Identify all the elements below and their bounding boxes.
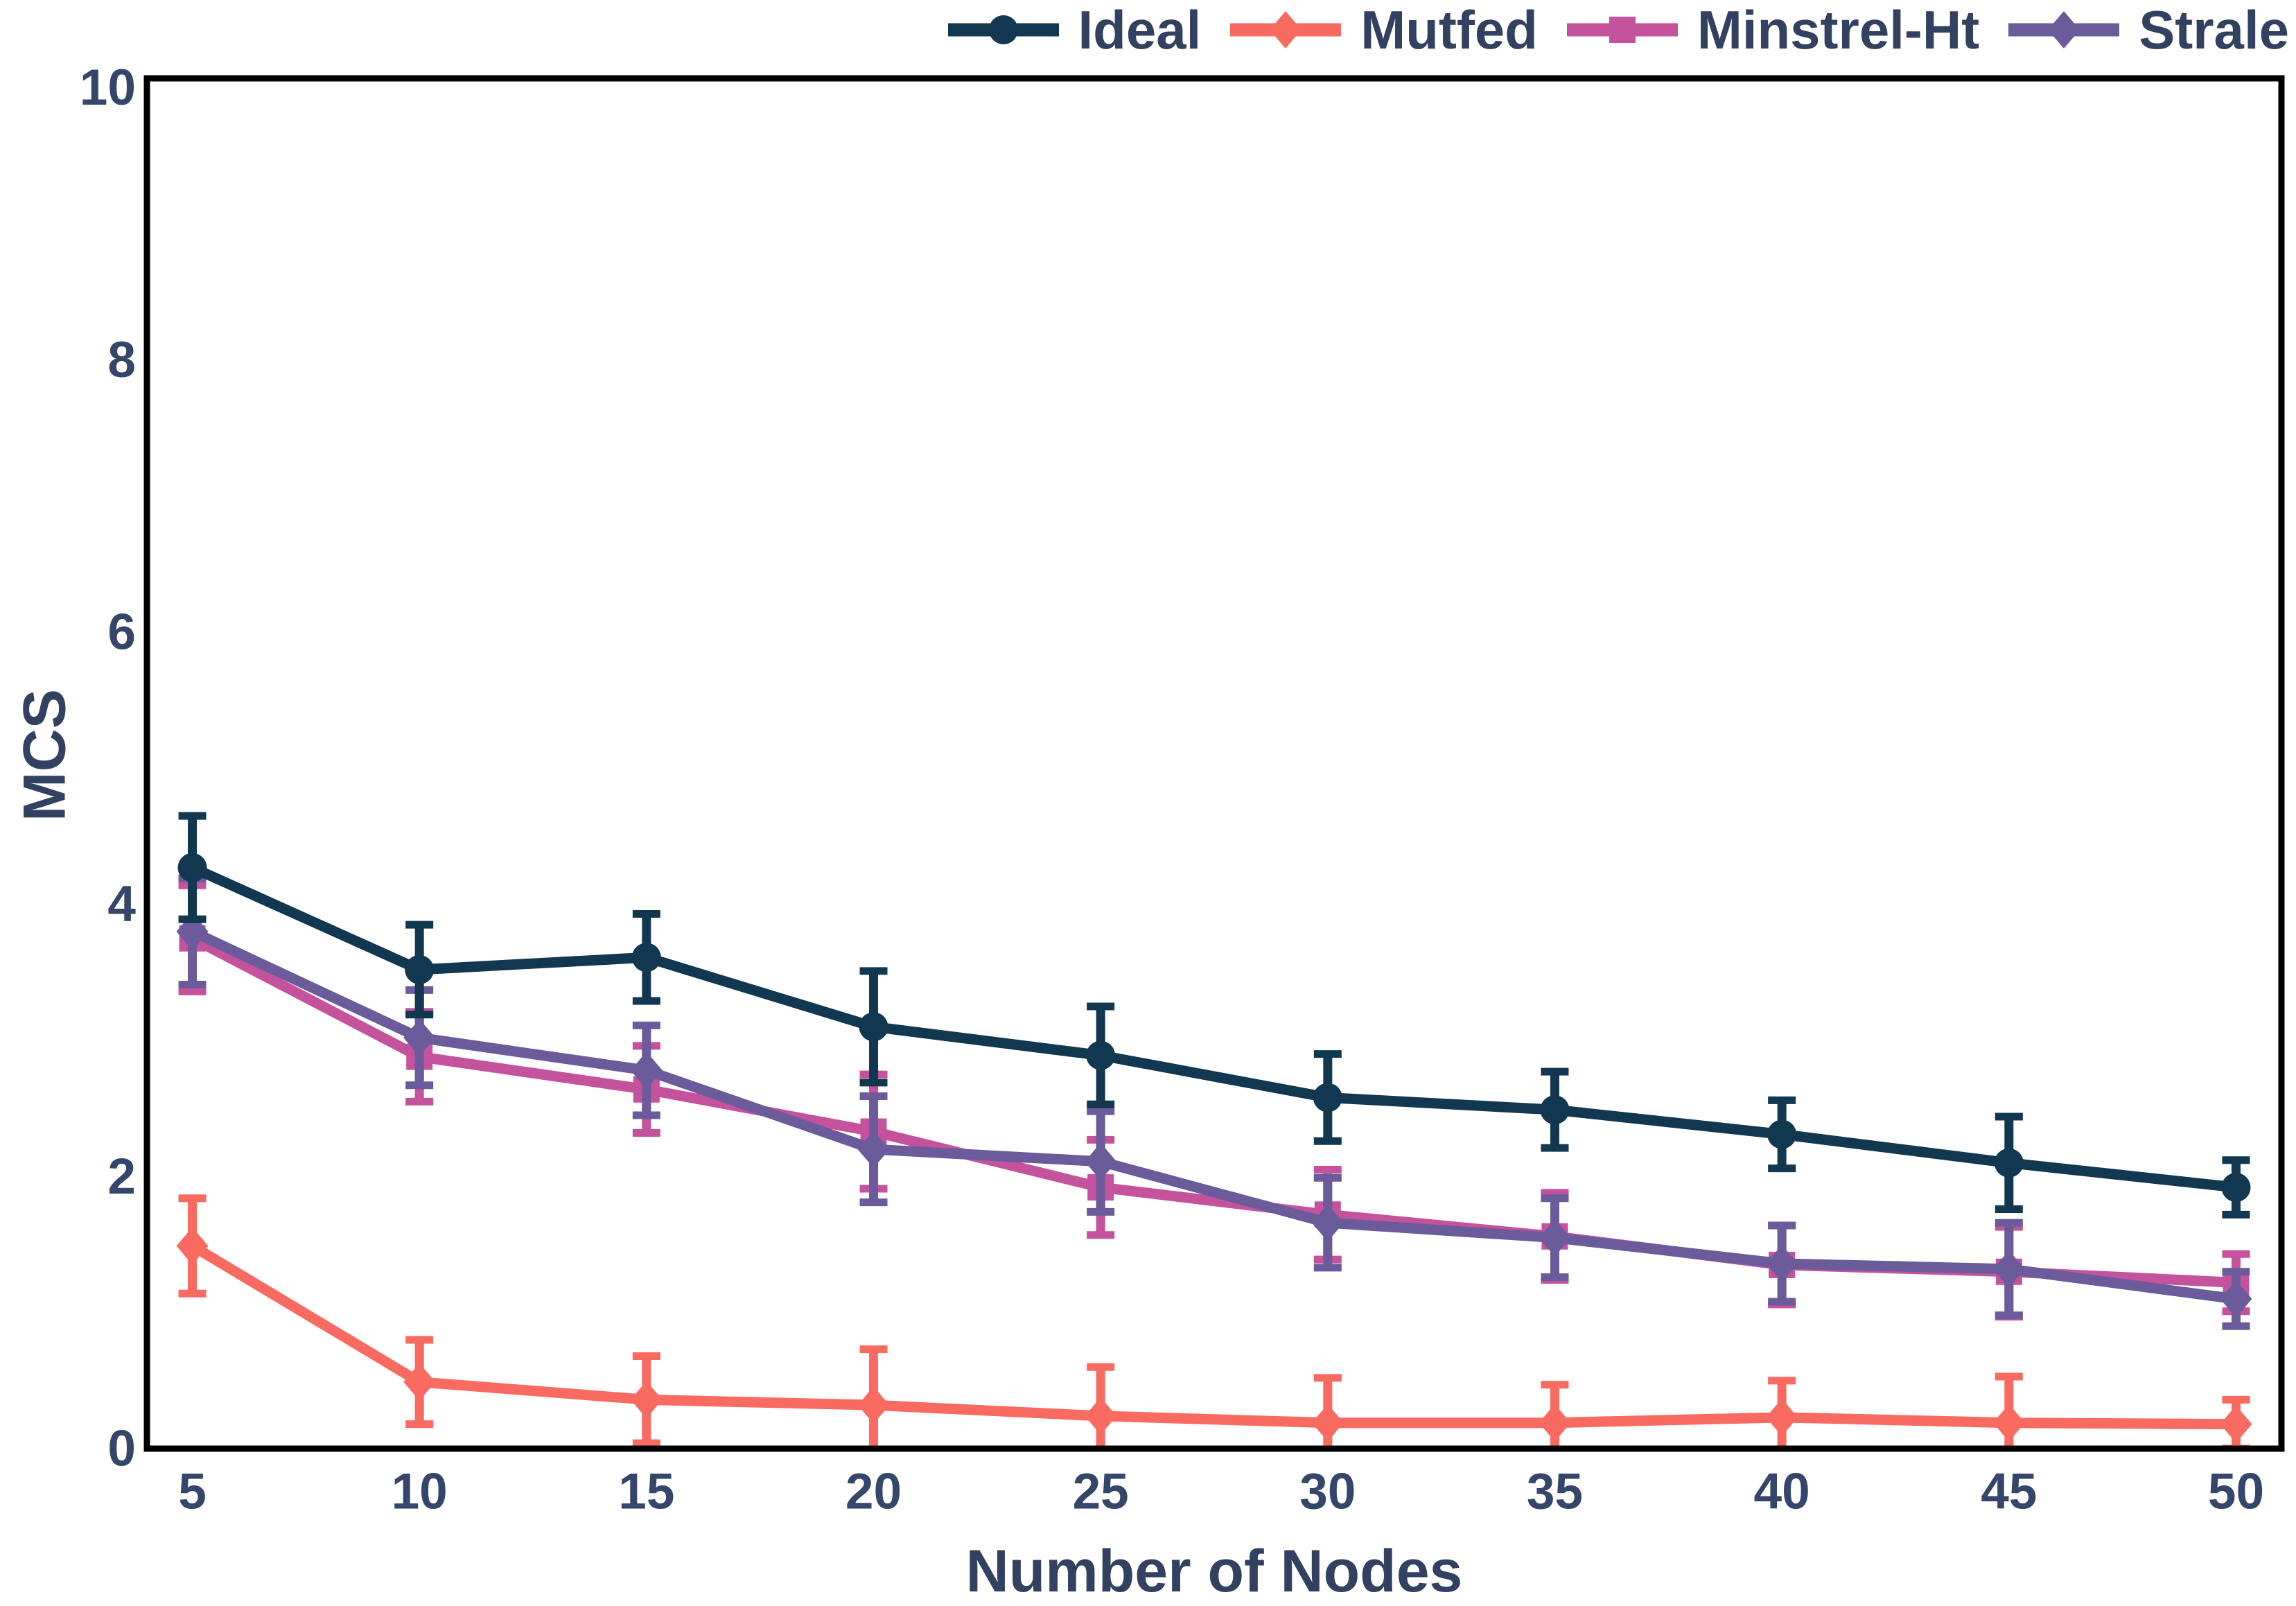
series-line-strale	[187, 926, 2241, 1304]
diamond-marker	[1311, 1404, 1344, 1442]
series-markers-minstrel-ht	[179, 925, 2250, 1296]
series-line-mutfed	[187, 1240, 2241, 1430]
circle-marker	[1994, 1148, 2024, 1178]
circle-marker	[1767, 1119, 1797, 1149]
y-tick-label: 8	[107, 332, 136, 388]
legend-item-strale: Strale	[2006, 3, 2289, 57]
diamond-marker	[1539, 1219, 1571, 1257]
circle-marker	[631, 943, 661, 972]
circle-marker	[1086, 1040, 1116, 1070]
diamond-marker	[1085, 1397, 1117, 1435]
series-mutfed	[176, 1194, 2252, 1449]
x-tick-label: 25	[1073, 1464, 1129, 1520]
circle-marker-icon	[947, 15, 1059, 44]
diamond-marker	[1766, 1398, 1798, 1436]
diamond-marker-icon	[2008, 11, 2120, 49]
x-tick-label: 20	[845, 1464, 902, 1520]
diamond-marker-icon	[1230, 11, 1342, 49]
diamond-marker	[403, 1019, 436, 1057]
diamond-marker	[630, 1051, 663, 1090]
y-tick-label: 10	[80, 60, 136, 116]
legend-label-minstrel-ht: Minstrel-Ht	[1697, 0, 1980, 60]
diamond-marker	[857, 1131, 890, 1169]
diamond-marker	[857, 1386, 890, 1424]
legend-label-mutfed: Mutfed	[1360, 0, 1538, 60]
diamond-marker	[1311, 1204, 1344, 1242]
error-bars-mutfed	[178, 1194, 2250, 1449]
diamond-marker	[176, 1227, 209, 1265]
y-tick-label: 6	[107, 604, 136, 661]
diamond-marker	[2220, 1405, 2252, 1443]
diamond-marker	[1539, 1404, 1571, 1442]
legend-item-minstrel-ht: Minstrel-Ht	[1564, 3, 1979, 57]
x-tick-label: 45	[1981, 1464, 2037, 1520]
y-axis-title: MCS	[11, 688, 78, 822]
circle-marker	[1540, 1095, 1570, 1125]
legend-item-mutfed: Mutfed	[1227, 3, 1538, 57]
circle-marker	[405, 954, 435, 984]
diamond-marker	[1992, 1404, 2025, 1442]
series-markers-mutfed	[176, 1227, 2252, 1443]
series-markers-ideal	[177, 853, 2251, 1203]
legend-label-ideal: Ideal	[1078, 0, 1202, 60]
series-markers-strale	[176, 912, 2252, 1318]
x-tick-label: 10	[392, 1464, 448, 1520]
x-tick-label: 50	[2208, 1464, 2264, 1520]
legend-item-ideal: Ideal	[945, 0, 1202, 60]
diamond-marker	[630, 1381, 663, 1419]
series-line-ideal	[187, 862, 2241, 1193]
x-tick-label: 15	[618, 1464, 674, 1520]
square-marker-icon	[1566, 17, 1678, 43]
circle-marker	[859, 1012, 888, 1042]
y-tick-label: 4	[107, 876, 136, 932]
series-minstrel-ht	[178, 881, 2250, 1321]
circle-marker	[177, 853, 207, 882]
legend-label-strale: Strale	[2139, 0, 2289, 60]
x-tick-label: 40	[1754, 1464, 1810, 1520]
diamond-marker	[1992, 1250, 2025, 1288]
diamond-marker	[1766, 1244, 1798, 1282]
diamond-marker	[1085, 1142, 1117, 1180]
error-bars-minstrel-ht	[178, 881, 2250, 1321]
diamond-marker	[2220, 1280, 2252, 1318]
axis-tick-labels: 5 10 15 20 25 30 35 40 45 50 0 2 4 6 8 10	[80, 60, 2264, 1519]
series-line-minstrel-ht	[187, 933, 2241, 1288]
plot-frame	[143, 75, 2285, 1452]
x-tick-label: 5	[178, 1464, 207, 1520]
chart-legend: Ideal Mutfed Minstrel-Ht Strale	[0, 0, 2289, 60]
series-ideal	[177, 812, 2251, 1219]
x-tick-label: 30	[1299, 1464, 1356, 1520]
error-bars-strale	[178, 874, 2250, 1330]
y-tick-label: 0	[107, 1421, 136, 1477]
y-tick-label: 2	[107, 1149, 136, 1205]
x-tick-label: 35	[1527, 1464, 1583, 1520]
series-strale	[176, 874, 2252, 1330]
x-axis-title: Number of Nodes	[965, 1538, 1463, 1605]
diamond-marker	[403, 1363, 436, 1401]
circle-marker	[2221, 1173, 2251, 1203]
circle-marker	[1313, 1083, 1342, 1112]
